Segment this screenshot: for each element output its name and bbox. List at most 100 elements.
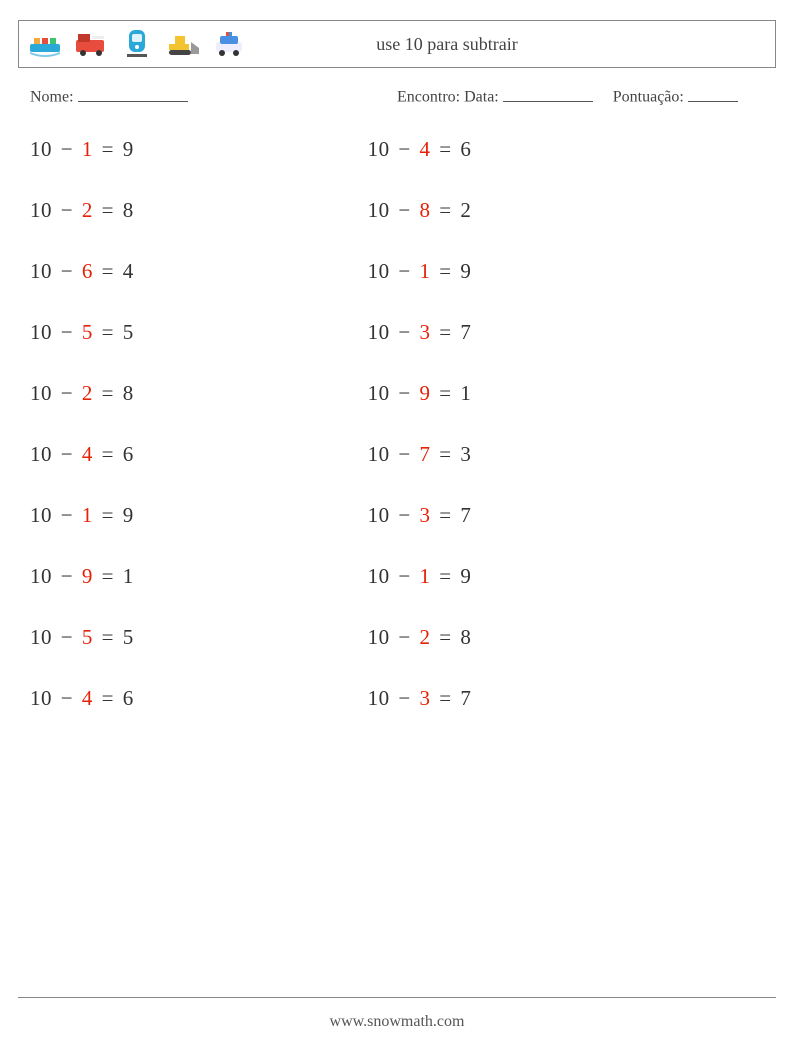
- subtrahend: 1: [82, 503, 93, 527]
- result: 8: [123, 381, 134, 405]
- equals: =: [433, 686, 457, 710]
- name-blank[interactable]: [78, 84, 188, 102]
- minus-op: −: [393, 259, 417, 283]
- subtrahend: 3: [419, 503, 430, 527]
- minuend: 10: [30, 259, 52, 283]
- train-icon: [119, 26, 155, 62]
- subtrahend: 4: [82, 686, 93, 710]
- minuend: 10: [30, 625, 52, 649]
- problem-row: 10 − 5 = 5: [30, 320, 368, 345]
- problem-row: 10 − 1 = 9: [30, 503, 368, 528]
- equals: =: [96, 320, 120, 344]
- subtrahend: 3: [419, 686, 430, 710]
- result: 3: [460, 442, 471, 466]
- subtrahend: 1: [419, 564, 430, 588]
- result: 9: [460, 564, 471, 588]
- result: 2: [460, 198, 471, 222]
- subtrahend: 5: [82, 625, 93, 649]
- minuend: 10: [30, 564, 52, 588]
- problem-row: 10 − 1 = 9: [30, 137, 368, 162]
- subtrahend: 2: [82, 381, 93, 405]
- minuend: 10: [30, 137, 52, 161]
- equals: =: [96, 137, 120, 161]
- date-blank[interactable]: [503, 84, 593, 102]
- minus-op: −: [55, 564, 79, 588]
- subtrahend: 2: [82, 198, 93, 222]
- problem-row: 10 − 3 = 7: [368, 320, 706, 345]
- subtrahend: 5: [82, 320, 93, 344]
- minus-op: −: [393, 625, 417, 649]
- result: 8: [123, 198, 134, 222]
- problem-row: 10 − 1 = 9: [368, 564, 706, 589]
- ship-icon: [27, 26, 63, 62]
- equals: =: [433, 503, 457, 527]
- subtrahend: 9: [419, 381, 430, 405]
- result: 5: [123, 625, 134, 649]
- minus-op: −: [55, 686, 79, 710]
- firetruck-icon: [73, 26, 109, 62]
- minuend: 10: [30, 686, 52, 710]
- minus-op: −: [55, 259, 79, 283]
- subtrahend: 6: [82, 259, 93, 283]
- minuend: 10: [30, 503, 52, 527]
- subtrahend: 4: [82, 442, 93, 466]
- minus-op: −: [393, 381, 417, 405]
- problems-col-2: 10 − 4 = 610 − 8 = 210 − 1 = 910 − 3 = 7…: [368, 137, 706, 747]
- minuend: 10: [30, 320, 52, 344]
- minus-op: −: [393, 686, 417, 710]
- subtrahend: 9: [82, 564, 93, 588]
- problem-row: 10 − 9 = 1: [30, 564, 368, 589]
- footer-url: www.snowmath.com: [0, 1013, 794, 1031]
- result: 7: [460, 320, 471, 344]
- minus-op: −: [393, 320, 417, 344]
- worksheet-title: use 10 para subtrair: [247, 34, 767, 55]
- result: 6: [123, 686, 134, 710]
- score-blank[interactable]: [688, 84, 738, 102]
- minuend: 10: [368, 442, 390, 466]
- equals: =: [433, 137, 457, 161]
- name-label: Nome:: [30, 89, 74, 106]
- result: 9: [460, 259, 471, 283]
- minuend: 10: [368, 686, 390, 710]
- problem-row: 10 − 4 = 6: [368, 137, 706, 162]
- minus-op: −: [55, 137, 79, 161]
- minuend: 10: [368, 198, 390, 222]
- problem-row: 10 − 7 = 3: [368, 442, 706, 467]
- minuend: 10: [368, 503, 390, 527]
- equals: =: [96, 503, 120, 527]
- result: 8: [460, 625, 471, 649]
- subtrahend: 8: [419, 198, 430, 222]
- problems-grid: 10 − 1 = 910 − 2 = 810 − 6 = 410 − 5 = 5…: [18, 137, 776, 747]
- subtrahend: 3: [419, 320, 430, 344]
- equals: =: [433, 442, 457, 466]
- minus-op: −: [55, 381, 79, 405]
- minus-op: −: [55, 503, 79, 527]
- result: 9: [123, 503, 134, 527]
- equals: =: [96, 564, 120, 588]
- subtrahend: 1: [82, 137, 93, 161]
- subtrahend: 4: [419, 137, 430, 161]
- score-label: Pontuação:: [613, 89, 684, 106]
- result: 1: [460, 381, 471, 405]
- result: 4: [123, 259, 134, 283]
- equals: =: [433, 625, 457, 649]
- minuend: 10: [30, 381, 52, 405]
- minuend: 10: [30, 198, 52, 222]
- minuend: 10: [368, 564, 390, 588]
- equals: =: [96, 198, 120, 222]
- problem-row: 10 − 8 = 2: [368, 198, 706, 223]
- equals: =: [433, 564, 457, 588]
- encounter-label: Encontro:: [397, 89, 460, 106]
- minuend: 10: [368, 259, 390, 283]
- minus-op: −: [55, 442, 79, 466]
- minuend: 10: [368, 137, 390, 161]
- result: 7: [460, 503, 471, 527]
- minuend: 10: [368, 625, 390, 649]
- equals: =: [433, 259, 457, 283]
- minus-op: −: [55, 198, 79, 222]
- minus-op: −: [55, 320, 79, 344]
- minus-op: −: [393, 503, 417, 527]
- problem-row: 10 − 2 = 8: [30, 198, 368, 223]
- meta-row: Nome: Encontro: Data: Pontuação:: [18, 84, 776, 107]
- minus-op: −: [393, 198, 417, 222]
